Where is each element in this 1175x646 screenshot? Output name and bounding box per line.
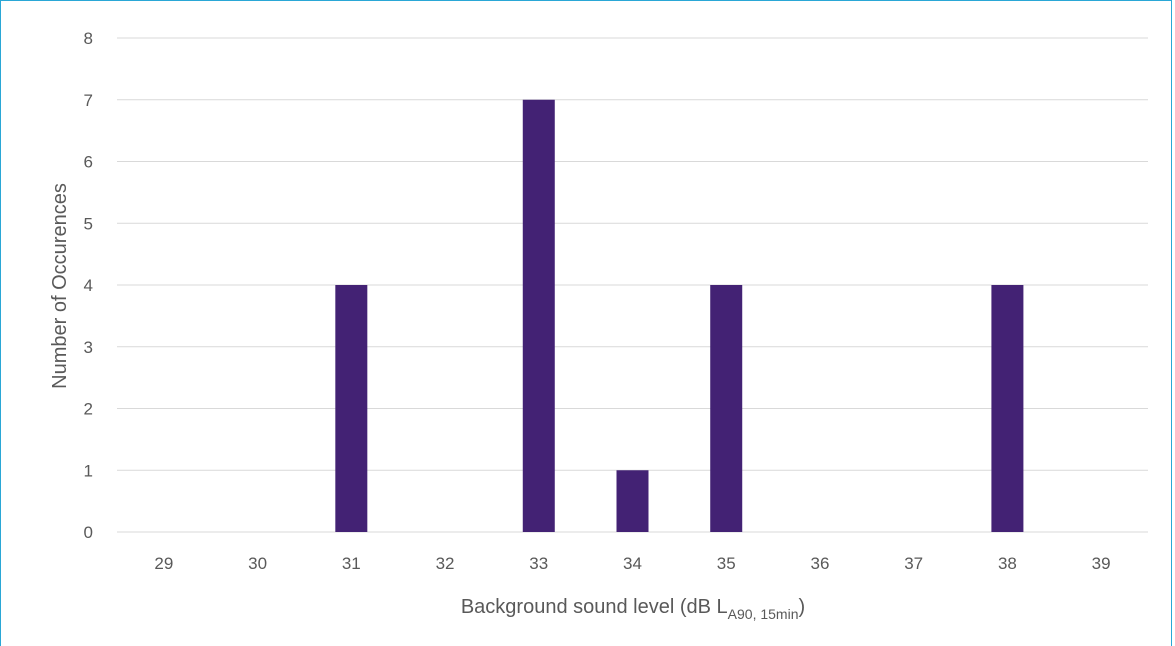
y-tick-label: 2	[84, 400, 93, 419]
x-tick-label: 37	[904, 554, 923, 573]
x-axis-title-suffix: )	[799, 596, 806, 618]
y-tick-label: 5	[84, 214, 93, 233]
bar-38	[991, 285, 1024, 532]
y-tick-label: 1	[84, 461, 93, 480]
y-tick-label: 4	[84, 276, 93, 295]
x-tick-label: 35	[717, 554, 736, 573]
x-axis-title-subscript: A90, 15min	[728, 606, 799, 622]
x-axis-title: Background sound level (dB LA90, 15min)	[461, 596, 805, 622]
x-tick-label: 32	[436, 554, 455, 573]
x-tick-label: 34	[623, 554, 642, 573]
y-tick-label: 3	[84, 338, 93, 357]
gridlines	[117, 37, 1148, 533]
x-tick-label: 36	[810, 554, 829, 573]
x-tick-label: 38	[998, 554, 1017, 573]
x-tick-label: 30	[248, 554, 267, 573]
bars	[335, 99, 1024, 532]
x-tick-label: 29	[154, 554, 173, 573]
bar-31	[335, 285, 368, 532]
y-tick-label: 7	[84, 91, 93, 110]
bar-34	[616, 470, 649, 532]
y-tick-label: 8	[84, 29, 93, 48]
x-tick-label: 31	[342, 554, 361, 573]
y-tick-label: 0	[84, 523, 93, 542]
y-tick-label: 6	[84, 153, 93, 172]
y-axis-ticks: 0 1 2 3 4 5 6 7 8	[84, 29, 93, 542]
x-tick-label: 33	[529, 554, 548, 573]
x-tick-label: 39	[1092, 554, 1111, 573]
y-axis-title: Number of Occurences	[49, 183, 71, 389]
x-axis-ticks: 29 30 31 32 33 34 35 36 37 38 39	[154, 554, 1110, 573]
bar-35	[710, 285, 743, 532]
x-axis-title-main: Background sound level (dB L	[461, 596, 728, 618]
bar-33	[522, 99, 555, 532]
